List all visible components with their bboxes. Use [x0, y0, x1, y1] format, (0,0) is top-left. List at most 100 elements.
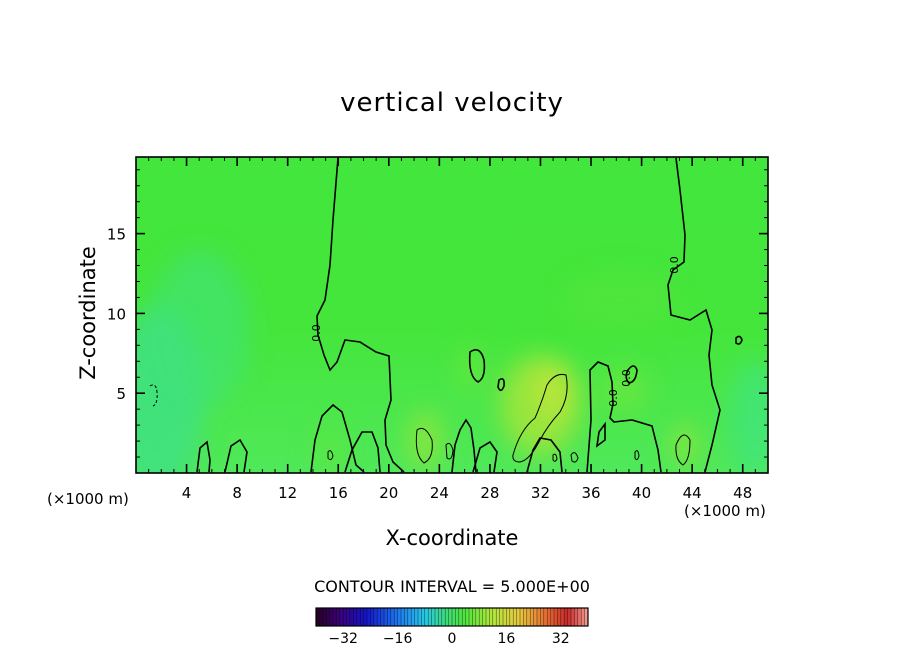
colorbar-tick-label: 0 [448, 631, 457, 647]
colorbar-swatch [326, 608, 330, 626]
contour-value-label: 0.0 [668, 256, 681, 274]
colorbar-swatch [367, 608, 371, 626]
colorbar-swatch [567, 608, 572, 626]
colorbar-swatch [353, 608, 358, 626]
colorbar-swatch [401, 608, 405, 626]
colorbar-swatch [316, 608, 320, 626]
colorbar-swatch [339, 608, 344, 626]
colorbar-swatch [452, 608, 456, 626]
colorbar-swatch [543, 608, 548, 626]
colorbar-swatch [533, 608, 538, 626]
colorbar-swatch [428, 608, 432, 626]
colorbar-swatch [438, 608, 443, 626]
colorbar-swatch [387, 608, 392, 626]
colorbar-swatch [346, 608, 351, 626]
colorbar-swatch [350, 608, 354, 626]
colorbar-swatch [564, 608, 568, 626]
colorbar-swatch [377, 608, 381, 626]
y-tick-label: 10 [107, 305, 126, 323]
colorbar-swatch [424, 608, 429, 626]
colorbar-swatch [363, 608, 368, 626]
x-unit-label-left: (×1000 m) [47, 490, 129, 508]
colorbar-swatch [577, 608, 582, 626]
zero-contour-lines [196, 157, 743, 473]
colorbar-swatch [479, 608, 483, 626]
colorbar-swatch [492, 608, 497, 626]
colorbar-swatch [560, 608, 565, 626]
y-axis: 5 10 15 [107, 169, 768, 458]
colorbar-swatch [394, 608, 398, 626]
colorbar-swatch [489, 608, 494, 626]
colorbar-swatch [431, 608, 436, 626]
x-tick-label: 32 [531, 484, 550, 502]
x-tick-label: 44 [683, 484, 702, 502]
colorbar-swatch [472, 608, 477, 626]
colorbar-swatch [418, 608, 422, 626]
colorbar-swatch [373, 608, 378, 626]
colorbar-swatch [356, 608, 361, 626]
colorbar-swatch [475, 608, 480, 626]
colorbar-swatch [520, 608, 524, 626]
colorbar-swatch [523, 608, 528, 626]
colorbar-swatch [537, 608, 541, 626]
colorbar-swatch [329, 608, 334, 626]
colorbar-swatch [370, 608, 375, 626]
x-tick-label: 36 [581, 484, 600, 502]
x-tick-label: 20 [379, 484, 398, 502]
x-axis-label: X-coordinate [385, 526, 519, 550]
colorbar-swatch [448, 608, 453, 626]
field-shading [136, 250, 768, 473]
colorbar-swatch [380, 608, 385, 626]
x-tick-label: 24 [430, 484, 449, 502]
colorbar-swatch [557, 608, 562, 626]
colorbar-swatch [445, 608, 449, 626]
colorbar [315, 607, 589, 627]
x-tick-label: 28 [480, 484, 499, 502]
x-tick-label: 16 [329, 484, 348, 502]
x-unit-label-right: (×1000 m) [684, 502, 766, 520]
colorbar-swatch [384, 608, 388, 626]
contour-value-label: 0.0 [620, 369, 633, 387]
y-tick-label: 15 [107, 226, 126, 244]
colorbar-swatch [509, 608, 514, 626]
colorbar-swatch [404, 608, 409, 626]
colorbar-swatch [441, 608, 446, 626]
colorbar-swatch [482, 608, 487, 626]
y-tick-label: 5 [116, 385, 126, 403]
colorbar-swatch [414, 608, 419, 626]
x-tick-label: 8 [232, 484, 242, 502]
colorbar-swatch [343, 608, 347, 626]
colorbar-swatch [421, 608, 426, 626]
colorbar-swatch [540, 608, 545, 626]
colorbar-swatch [455, 608, 460, 626]
colorbar-swatch [499, 608, 504, 626]
colorbar-swatch [319, 608, 324, 626]
contour-value-label: 0.0 [310, 324, 323, 342]
contour-value-label: 0.0 [607, 389, 620, 407]
positive-contour-lines [327, 374, 691, 466]
colorbar-swatch [571, 608, 575, 626]
chart-title: vertical velocity [340, 88, 564, 118]
colorbar-swatch [462, 608, 466, 626]
colorbar-swatch [526, 608, 531, 626]
colorbar-swatch [469, 608, 473, 626]
x-tick-label: 12 [278, 484, 297, 502]
colorbar-swatch [574, 608, 579, 626]
colorbar-swatch [411, 608, 415, 626]
colorbar-swatch [496, 608, 500, 626]
colorbar-swatch [530, 608, 534, 626]
colorbar-tick-labels: −32 −16 0 16 32 [328, 631, 569, 647]
colorbar-tick-label: −32 [328, 631, 358, 647]
colorbar-swatch [550, 608, 555, 626]
contour-labels: 0.00.00.00.0 [310, 256, 681, 407]
colorbar-tick-label: −16 [383, 631, 413, 647]
colorbar-swatch [322, 608, 327, 626]
colorbar-frame [315, 607, 589, 627]
colorbar-swatch [516, 608, 521, 626]
colorbar-swatch [486, 608, 490, 626]
colorbar-swatch [397, 608, 402, 626]
colorbar-swatch [581, 608, 585, 626]
x-axis: 4 8 12 16 20 24 28 32 36 40 44 48 [148, 157, 756, 502]
colorbar-swatch [435, 608, 439, 626]
